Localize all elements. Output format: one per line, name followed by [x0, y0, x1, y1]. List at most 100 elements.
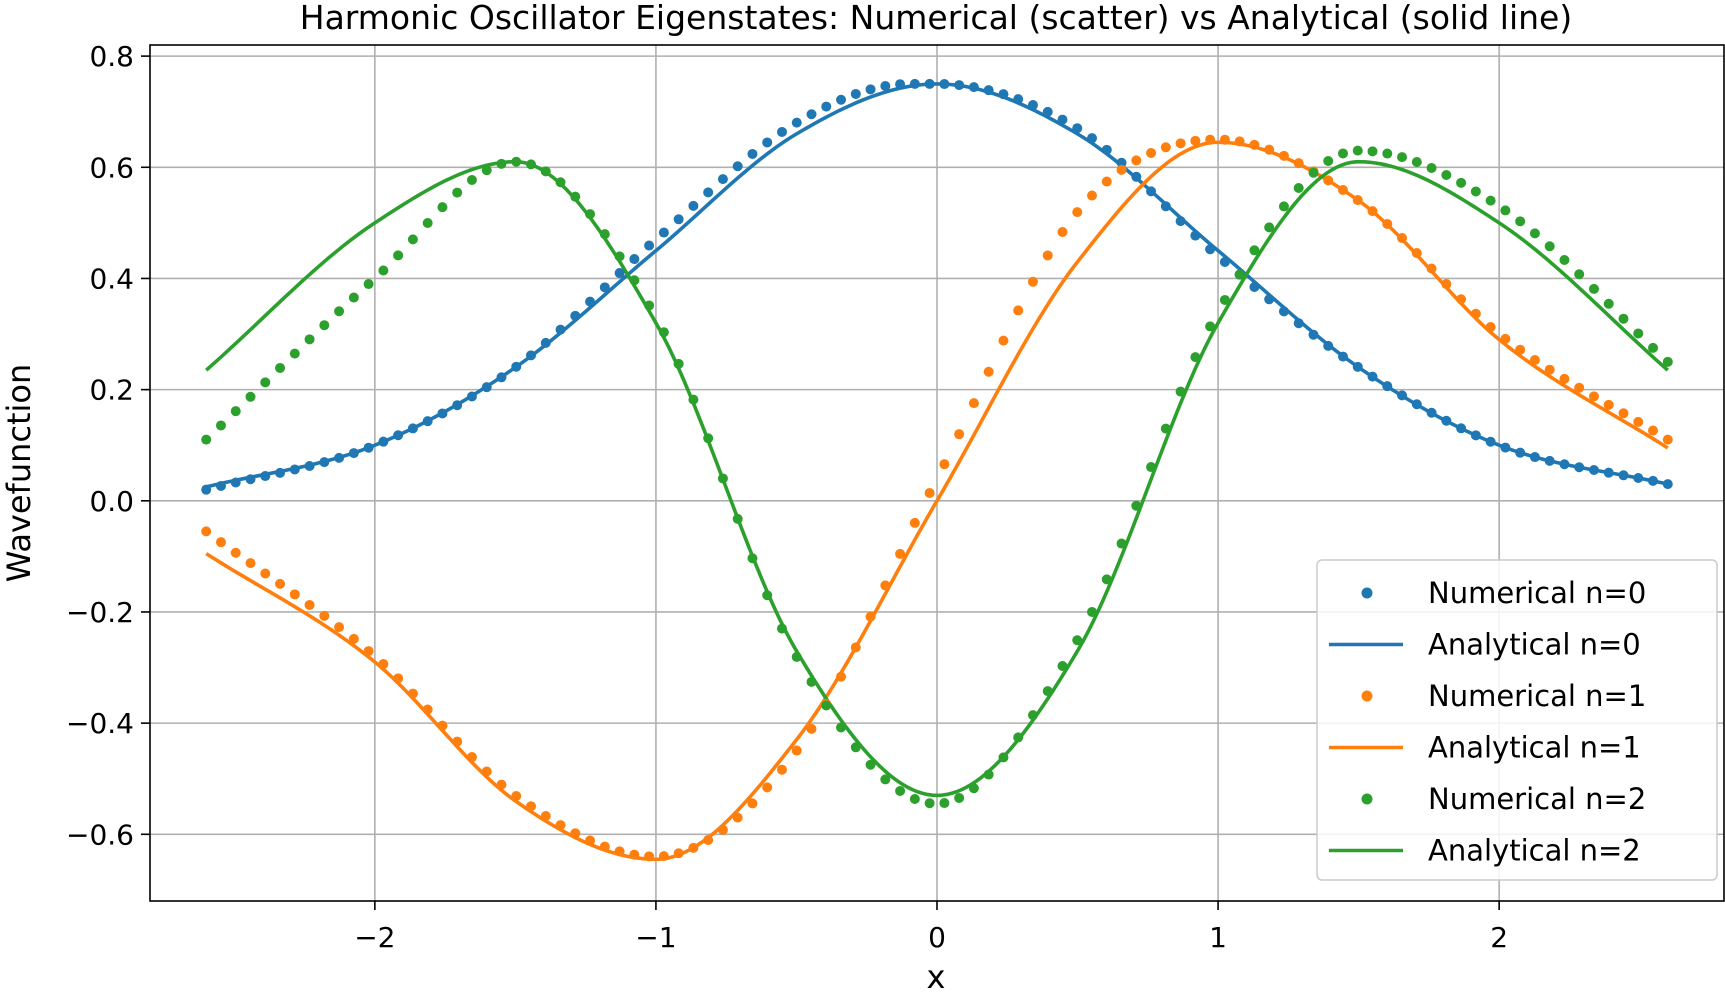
- numerical-point-0: [363, 442, 374, 453]
- numerical-point-4: [1618, 313, 1629, 324]
- numerical-point-2: [939, 459, 950, 470]
- numerical-point-0: [452, 400, 463, 411]
- numerical-point-0: [1131, 171, 1142, 182]
- numerical-point-4: [570, 191, 581, 202]
- numerical-point-0: [275, 467, 286, 478]
- numerical-point-0: [1485, 436, 1496, 447]
- numerical-point-0: [201, 484, 212, 495]
- numerical-point-0: [407, 423, 418, 434]
- numerical-point-0: [673, 214, 684, 225]
- numerical-point-4: [555, 177, 566, 188]
- numerical-point-4: [1648, 342, 1659, 353]
- numerical-point-2: [1131, 155, 1142, 166]
- numerical-point-0: [1249, 281, 1260, 292]
- numerical-point-2: [850, 642, 861, 653]
- numerical-point-4: [1219, 294, 1230, 305]
- numerical-point-2: [703, 835, 714, 846]
- numerical-point-0: [762, 137, 773, 148]
- numerical-point-0: [585, 296, 596, 307]
- numerical-point-0: [1101, 144, 1112, 155]
- numerical-point-2: [1323, 175, 1334, 186]
- numerical-point-4: [1456, 177, 1467, 188]
- numerical-point-0: [334, 452, 345, 463]
- numerical-point-4: [1603, 298, 1614, 309]
- numerical-point-2: [555, 820, 566, 831]
- numerical-point-2: [393, 673, 404, 684]
- numerical-point-2: [260, 568, 271, 579]
- numerical-point-2: [1234, 136, 1245, 147]
- numerical-point-4: [895, 785, 906, 796]
- numerical-point-0: [245, 474, 256, 485]
- numerical-point-4: [1337, 148, 1348, 159]
- numerical-point-0: [998, 89, 1009, 100]
- numerical-point-2: [880, 580, 891, 591]
- numerical-point-4: [1529, 228, 1540, 239]
- series-points: [201, 78, 1673, 862]
- x-axis-label: x: [927, 958, 946, 992]
- numerical-point-4: [732, 513, 743, 524]
- numerical-point-0: [437, 408, 448, 419]
- numerical-point-0: [924, 78, 935, 89]
- numerical-point-2: [629, 849, 640, 860]
- numerical-point-2: [1337, 185, 1348, 195]
- numerical-point-0: [1337, 351, 1348, 362]
- numerical-point-2: [983, 366, 994, 377]
- legend-label-0: Numerical n=0: [1428, 576, 1646, 610]
- numerical-point-4: [865, 759, 876, 770]
- numerical-point-4: [201, 434, 212, 445]
- numerical-point-0: [1648, 475, 1659, 486]
- numerical-point-0: [1618, 470, 1629, 481]
- numerical-point-4: [1588, 283, 1599, 294]
- numerical-point-0: [865, 84, 876, 95]
- numerical-point-0: [1529, 452, 1540, 463]
- numerical-point-0: [954, 80, 965, 91]
- numerical-point-4: [1544, 241, 1555, 252]
- numerical-point-4: [836, 722, 847, 733]
- numerical-point-4: [452, 187, 463, 198]
- numerical-point-0: [289, 464, 300, 475]
- numerical-point-4: [629, 275, 640, 286]
- numerical-point-2: [658, 851, 669, 862]
- numerical-point-2: [762, 782, 773, 793]
- numerical-point-4: [496, 158, 507, 169]
- numerical-point-2: [1648, 425, 1659, 436]
- numerical-point-2: [1603, 399, 1614, 410]
- numerical-point-4: [481, 165, 492, 176]
- y-tick-label: 0.6: [89, 151, 134, 184]
- numerical-point-4: [1116, 538, 1127, 549]
- numerical-point-2: [909, 517, 920, 528]
- numerical-point-4: [466, 175, 477, 185]
- numerical-point-4: [275, 362, 286, 373]
- numerical-point-2: [1382, 218, 1393, 229]
- numerical-point-0: [1146, 186, 1157, 197]
- numerical-point-2: [511, 791, 522, 801]
- numerical-point-4: [1397, 152, 1408, 163]
- numerical-point-4: [1293, 183, 1304, 194]
- numerical-point-4: [348, 292, 359, 303]
- numerical-point-0: [1441, 415, 1452, 426]
- numerical-point-4: [289, 348, 300, 359]
- numerical-point-4: [614, 251, 625, 262]
- numerical-point-4: [717, 473, 728, 484]
- numerical-point-4: [1087, 606, 1098, 617]
- numerical-point-4: [954, 792, 965, 803]
- legend-marker-0: [1361, 587, 1373, 599]
- numerical-point-2: [275, 578, 286, 589]
- numerical-point-2: [1116, 164, 1127, 175]
- numerical-point-2: [334, 622, 345, 633]
- x-tick-label: 1: [1209, 921, 1227, 954]
- x-tick-label: −2: [354, 921, 395, 954]
- numerical-point-0: [1160, 201, 1171, 212]
- numerical-point-2: [1441, 279, 1452, 290]
- numerical-point-0: [806, 109, 817, 120]
- numerical-point-2: [1057, 226, 1068, 237]
- numerical-point-0: [1470, 430, 1481, 441]
- numerical-point-2: [452, 736, 463, 747]
- analytical-line-3: [205, 140, 1669, 862]
- numerical-point-2: [1426, 263, 1437, 274]
- legend-label-5: Analytical n=2: [1428, 834, 1641, 868]
- numerical-point-0: [614, 268, 625, 279]
- numerical-point-4: [1441, 169, 1452, 180]
- numerical-point-2: [1515, 344, 1526, 355]
